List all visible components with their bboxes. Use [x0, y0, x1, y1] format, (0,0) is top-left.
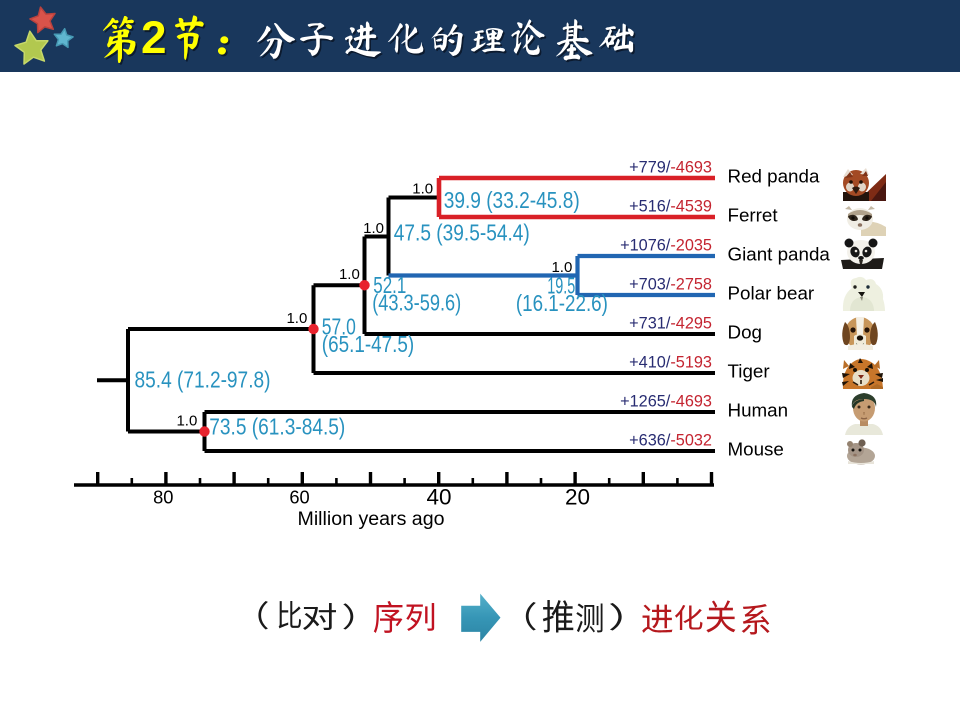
svg-text:+731/-4295: +731/-4295: [629, 315, 712, 333]
svg-text:1.0: 1.0: [176, 413, 197, 430]
svg-text:1.0: 1.0: [286, 310, 307, 327]
svg-text:+1265/-4693: +1265/-4693: [620, 393, 712, 411]
svg-text:1.0: 1.0: [363, 220, 384, 237]
svg-text:+779/-4693: +779/-4693: [629, 159, 712, 177]
svg-text:+703/-2758: +703/-2758: [629, 276, 712, 294]
svg-text:+636/-5032: +636/-5032: [629, 432, 712, 450]
svg-text:+516/-4539: +516/-4539: [629, 198, 712, 216]
svg-text:Tiger: Tiger: [728, 360, 770, 381]
svg-text:47.5 (39.5-54.4): 47.5 (39.5-54.4): [394, 220, 530, 246]
svg-text:(43.3-59.6): (43.3-59.6): [372, 289, 461, 315]
svg-text:2: 2: [143, 14, 169, 65]
svg-text:85.4 (71.2-97.8): 85.4 (71.2-97.8): [135, 367, 271, 393]
svg-text:60: 60: [289, 487, 309, 508]
svg-text:39.9 (33.2-45.8): 39.9 (33.2-45.8): [444, 187, 580, 213]
svg-text:1.0: 1.0: [339, 266, 360, 283]
svg-text:(65.1-47.5): (65.1-47.5): [322, 331, 414, 357]
svg-text:80: 80: [153, 487, 173, 508]
svg-text:Human: Human: [728, 399, 789, 420]
svg-text:Million years ago: Million years ago: [298, 509, 445, 530]
svg-text:Giant panda: Giant panda: [728, 243, 831, 264]
svg-text:Polar bear: Polar bear: [728, 282, 815, 303]
svg-text:(16.1-22.6): (16.1-22.6): [516, 290, 608, 316]
svg-text:+410/-5193: +410/-5193: [629, 354, 712, 372]
svg-text:Dog: Dog: [728, 321, 762, 342]
svg-text:52.1: 52.1: [373, 272, 406, 298]
svg-text:73.5 (61.3-84.5): 73.5 (61.3-84.5): [209, 414, 345, 440]
svg-text:2: 2: [141, 12, 167, 63]
svg-text:1.0: 1.0: [412, 181, 433, 198]
svg-text:+1076/-2035: +1076/-2035: [620, 237, 712, 255]
svg-text:1.0: 1.0: [551, 259, 572, 276]
svg-text:40: 40: [426, 485, 451, 510]
svg-text:Red panda: Red panda: [728, 165, 820, 186]
svg-text:57.0: 57.0: [322, 314, 356, 340]
svg-text:20: 20: [565, 485, 590, 510]
svg-text:Mouse: Mouse: [728, 438, 784, 459]
svg-text:19.5: 19.5: [547, 273, 575, 299]
svg-text:Ferret: Ferret: [728, 204, 779, 225]
